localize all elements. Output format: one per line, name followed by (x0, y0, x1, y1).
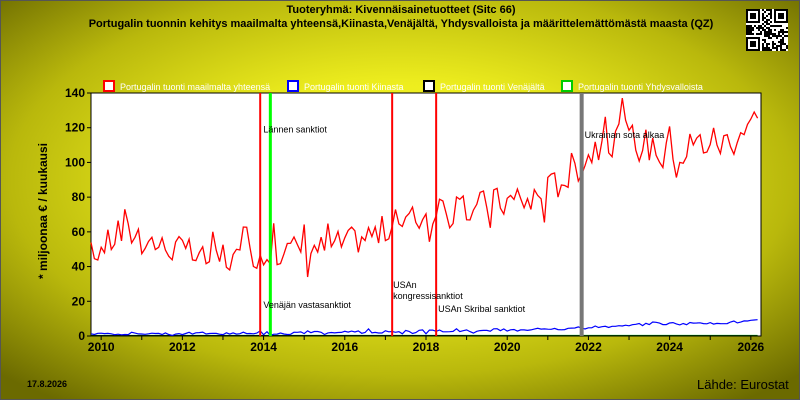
annotation-label: Venäjän vastasanktiot (263, 300, 351, 310)
chart-title: Tuoteryhmä: Kivennäisainetuotteet (Sitc … (1, 4, 800, 16)
y-tick-label: 140 (65, 86, 85, 100)
x-tick-label: 2018 (413, 340, 440, 354)
legend-label: Portugalin tuonti Kiinasta (304, 82, 404, 92)
series-line (91, 98, 758, 277)
event-label: Ukrainan sota alkaa (585, 130, 665, 140)
series-line (91, 320, 758, 336)
annotation-label: Lännen sanktiot (263, 124, 327, 134)
legend-swatch (562, 81, 572, 91)
x-tick-label: 2022 (575, 340, 602, 354)
legend: Portugalin tuonti maailmalta yhteensä Por… (104, 81, 703, 92)
legend-swatch (424, 81, 434, 91)
x-tick-label: 2016 (331, 340, 358, 354)
legend-label: Portugalin tuonti maailmalta yhteensä (120, 82, 270, 92)
x-tick-label: 2020 (494, 340, 521, 354)
y-axis: 0 20 40 60 80 100 120 140 (65, 86, 91, 343)
y-tick-label: 0 (78, 329, 85, 343)
qr-code (746, 9, 788, 51)
plot-area (91, 93, 761, 336)
x-tick-label: 2012 (169, 340, 196, 354)
x-tick-label: 2026 (737, 340, 764, 354)
x-tick-label: 2014 (250, 340, 277, 354)
y-tick-label: 20 (72, 294, 86, 308)
y-axis-label: * miljoonaa € / kuukausi (36, 111, 50, 311)
y-tick-label: 40 (72, 260, 86, 274)
x-tick-label: 2024 (656, 340, 683, 354)
y-tick-label: 120 (65, 121, 85, 135)
y-tick-label: 80 (72, 190, 86, 204)
y-tick-label: 60 (72, 225, 86, 239)
source-label: Lähde: Eurostat (697, 377, 789, 392)
date-stamp: 17.8.2026 (27, 379, 67, 389)
series-lines (91, 98, 758, 336)
legend-label: Portugalin tuonti Yhdysvalloista (578, 82, 703, 92)
event-label: USAn Skribal sanktiot (438, 304, 526, 314)
legend-swatch (104, 81, 114, 91)
x-tick-label: 2010 (88, 340, 115, 354)
x-axis: 2010 2012 2014 2016 2018 2020 2022 2024 2026 (88, 336, 765, 354)
legend-label: Portugalin tuonti Venäjältä (440, 82, 545, 92)
legend-swatch (288, 81, 298, 91)
chart-subtitle: Portugalin tuonnin kehitys maailmalta yh… (1, 18, 800, 30)
y-tick-label: 100 (65, 155, 85, 169)
